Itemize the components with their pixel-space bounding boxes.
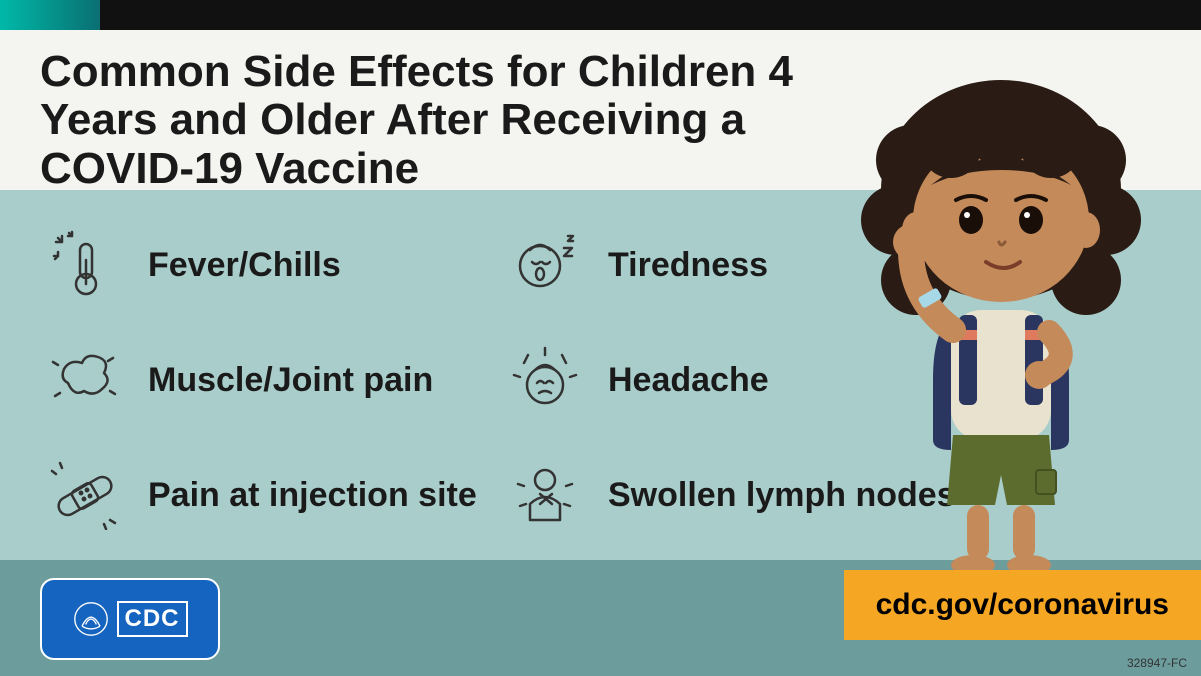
muscle-icon (50, 345, 120, 415)
child-illustration (841, 70, 1161, 590)
url-badge: cdc.gov/coronavirus (844, 570, 1201, 640)
cdc-logo: CDC (40, 578, 220, 660)
side-effect-label: Pain at injection site (148, 476, 477, 515)
lymph-icon (510, 460, 580, 530)
top-bar (0, 0, 1201, 30)
tired-icon (510, 230, 580, 300)
side-effect-label: Muscle/Joint pain (148, 361, 433, 400)
side-effect-label: Fever/Chills (148, 246, 341, 285)
hhs-seal-icon (73, 601, 109, 637)
thermometer-icon (50, 230, 120, 300)
side-effects-column-1: Fever/Chills Muscle/Joint pain Pain at i… (50, 230, 477, 530)
title-wrap: Common Side Effects for Children 4 Years… (40, 48, 800, 193)
side-effect-item: Fever/Chills (50, 230, 477, 300)
side-effect-item: Muscle/Joint pain (50, 345, 477, 415)
side-effect-label: Tiredness (608, 246, 768, 285)
document-id: 328947-FC (1127, 656, 1187, 670)
bandage-icon (50, 460, 120, 530)
cdc-wordmark: CDC (117, 601, 188, 637)
side-effect-label: Headache (608, 361, 769, 400)
top-bar-accent (0, 0, 100, 30)
headache-icon (510, 345, 580, 415)
side-effect-item: Pain at injection site (50, 460, 477, 530)
infographic-canvas: Common Side Effects for Children 4 Years… (0, 0, 1201, 676)
page-title: Common Side Effects for Children 4 Years… (40, 48, 800, 193)
